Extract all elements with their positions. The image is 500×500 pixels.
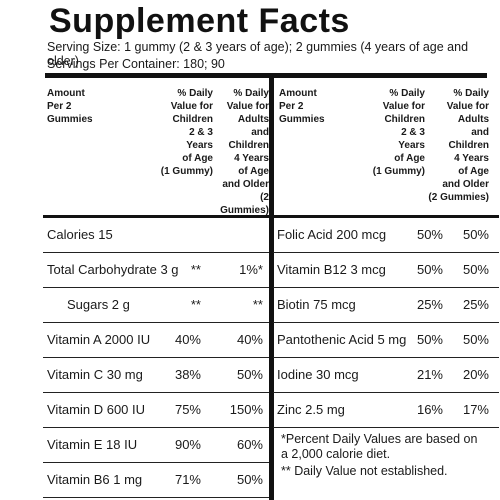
dv-children-value: 38% bbox=[174, 367, 201, 382]
nutrient-name: Vitamin D 600 IU bbox=[47, 402, 146, 417]
row-rule bbox=[43, 462, 269, 463]
page-title: Supplement Facts bbox=[49, 2, 350, 40]
left-column-header: Amount Per 2 Gummies % Daily Value for C… bbox=[43, 78, 269, 218]
servings-per-container: Servings Per Container: 180; 90 bbox=[47, 57, 225, 71]
dv-children-value: 50% bbox=[416, 262, 443, 277]
dv-adults-value: 25% bbox=[462, 297, 489, 312]
dv-children-value: 50% bbox=[416, 332, 443, 347]
supplement-facts-panel: Supplement Facts Serving Size: 1 gummy (… bbox=[15, 0, 499, 500]
nutrient-name: Folic Acid 200 mcg bbox=[277, 227, 387, 242]
header-dv-adults: % Daily Value for Adults and Children 4 … bbox=[428, 88, 489, 203]
row-rule bbox=[43, 427, 269, 428]
dv-adults-value: 20% bbox=[462, 367, 489, 382]
nutrient-row: Vitamin A 2000 IU 40% 40% bbox=[43, 323, 269, 358]
nutrient-row: Vitamin C 30 mg 38% 50% bbox=[43, 358, 269, 393]
nutrient-row: Total Carbohydrate 3 g ** 1%* bbox=[43, 253, 269, 288]
nutrient-row: Pantothenic Acid 5 mg 50% 50% bbox=[273, 323, 499, 358]
nutrient-row: Sugars 2 g ** ** bbox=[43, 288, 269, 323]
nutrient-row: Folic Acid 200 mcg 50% 50% bbox=[273, 218, 499, 253]
column-divider bbox=[269, 73, 274, 500]
footnote-not-established: ** Daily Value not established. bbox=[281, 464, 448, 478]
nutrient-row: Iodine 30 mcg 21% 20% bbox=[273, 358, 499, 393]
right-column-header: Amount Per 2 Gummies % Daily Value for C… bbox=[273, 78, 499, 218]
dv-adults-value: 17% bbox=[462, 402, 489, 417]
row-rule bbox=[273, 427, 499, 428]
row-rule bbox=[273, 252, 499, 253]
header-dv-children: % Daily Value for Children 2 & 3 Years o… bbox=[160, 88, 213, 177]
left-rows: Calories 15 Total Carbohydrate 3 g ** 1%* Su… bbox=[43, 218, 269, 498]
row-rule bbox=[273, 287, 499, 288]
nutrient-row: Vitamin D 600 IU 75% 150% bbox=[43, 393, 269, 428]
nutrient-name: Iodine 30 mcg bbox=[277, 367, 359, 382]
dv-adults-value: 60% bbox=[236, 437, 263, 452]
header-dv-children: % Daily Value for Children 2 & 3 Years o… bbox=[372, 88, 425, 177]
dv-children-value: 71% bbox=[174, 472, 201, 487]
dv-children-value: 90% bbox=[174, 437, 201, 452]
nutrient-row: Biotin 75 mcg 25% 25% bbox=[273, 288, 499, 323]
header-amount: Amount Per 2 Gummies bbox=[47, 88, 93, 125]
dv-adults-value: 40% bbox=[236, 332, 263, 347]
dv-adults-value: 150% bbox=[229, 402, 263, 417]
nutrient-name: Pantothenic Acid 5 mg bbox=[277, 332, 407, 347]
dv-children-value: ** bbox=[190, 297, 201, 312]
dv-children-value: 75% bbox=[174, 402, 201, 417]
serving-size: Serving Size: 1 gummy (2 & 3 years of ag… bbox=[47, 40, 469, 68]
dv-adults-value: 50% bbox=[462, 227, 489, 242]
dv-adults-value: 50% bbox=[462, 332, 489, 347]
left-column: Amount Per 2 Gummies % Daily Value for C… bbox=[43, 78, 269, 498]
nutrient-name: Vitamin E 18 IU bbox=[47, 437, 138, 452]
dv-children-value: 25% bbox=[416, 297, 443, 312]
row-rule bbox=[273, 392, 499, 393]
nutrient-row: Vitamin B6 1 mg 71% 50% bbox=[43, 463, 269, 498]
dv-children-value: 21% bbox=[416, 367, 443, 382]
footnote-daily-value: *Percent Daily Values are based on a 2,0… bbox=[281, 432, 478, 461]
row-rule bbox=[43, 392, 269, 393]
right-column: Amount Per 2 Gummies % Daily Value for C… bbox=[273, 78, 499, 478]
row-rule bbox=[43, 497, 269, 498]
nutrient-row: Calories 15 bbox=[43, 218, 269, 253]
dv-adults-value: 50% bbox=[236, 472, 263, 487]
nutrient-name: Vitamin B6 1 mg bbox=[47, 472, 143, 487]
row-rule bbox=[43, 252, 269, 253]
header-rule bbox=[43, 215, 269, 218]
dv-adults-value: 1%* bbox=[239, 262, 263, 277]
nutrient-name: Sugars 2 g bbox=[67, 297, 130, 312]
dv-adults-value: ** bbox=[252, 297, 263, 312]
header-rule bbox=[273, 215, 499, 218]
header-amount: Amount Per 2 Gummies bbox=[279, 88, 325, 125]
thick-divider bbox=[45, 73, 487, 78]
header-dv-adults: % Daily Value for Adults and Children 4 … bbox=[220, 88, 269, 216]
nutrient-name: Zinc 2.5 mg bbox=[277, 402, 345, 417]
nutrient-name: Calories 15 bbox=[47, 227, 113, 242]
dv-children-value: 16% bbox=[416, 402, 443, 417]
dv-adults-value: 50% bbox=[462, 262, 489, 277]
row-rule bbox=[43, 357, 269, 358]
nutrient-row: Zinc 2.5 mg 16% 17% bbox=[273, 393, 499, 428]
nutrient-name: Vitamin B12 3 mcg bbox=[277, 262, 386, 277]
row-rule bbox=[273, 357, 499, 358]
right-rows: Folic Acid 200 mcg 50% 50% Vitamin B12 3 mc… bbox=[273, 218, 499, 428]
nutrient-row: Vitamin E 18 IU 90% 60% bbox=[43, 428, 269, 463]
nutrient-name: Biotin 75 mcg bbox=[277, 297, 356, 312]
nutrient-row: Vitamin B12 3 mcg 50% 50% bbox=[273, 253, 499, 288]
dv-children-value: 50% bbox=[416, 227, 443, 242]
nutrient-name: Vitamin C 30 mg bbox=[47, 367, 143, 382]
row-rule bbox=[273, 322, 499, 323]
dv-children-value: ** bbox=[190, 262, 201, 277]
nutrient-name: Vitamin A 2000 IU bbox=[47, 332, 151, 347]
nutrient-name: Total Carbohydrate 3 g bbox=[47, 262, 179, 277]
dv-adults-value: 50% bbox=[236, 367, 263, 382]
dv-children-value: 40% bbox=[174, 332, 201, 347]
row-rule bbox=[43, 322, 269, 323]
row-rule bbox=[43, 287, 269, 288]
